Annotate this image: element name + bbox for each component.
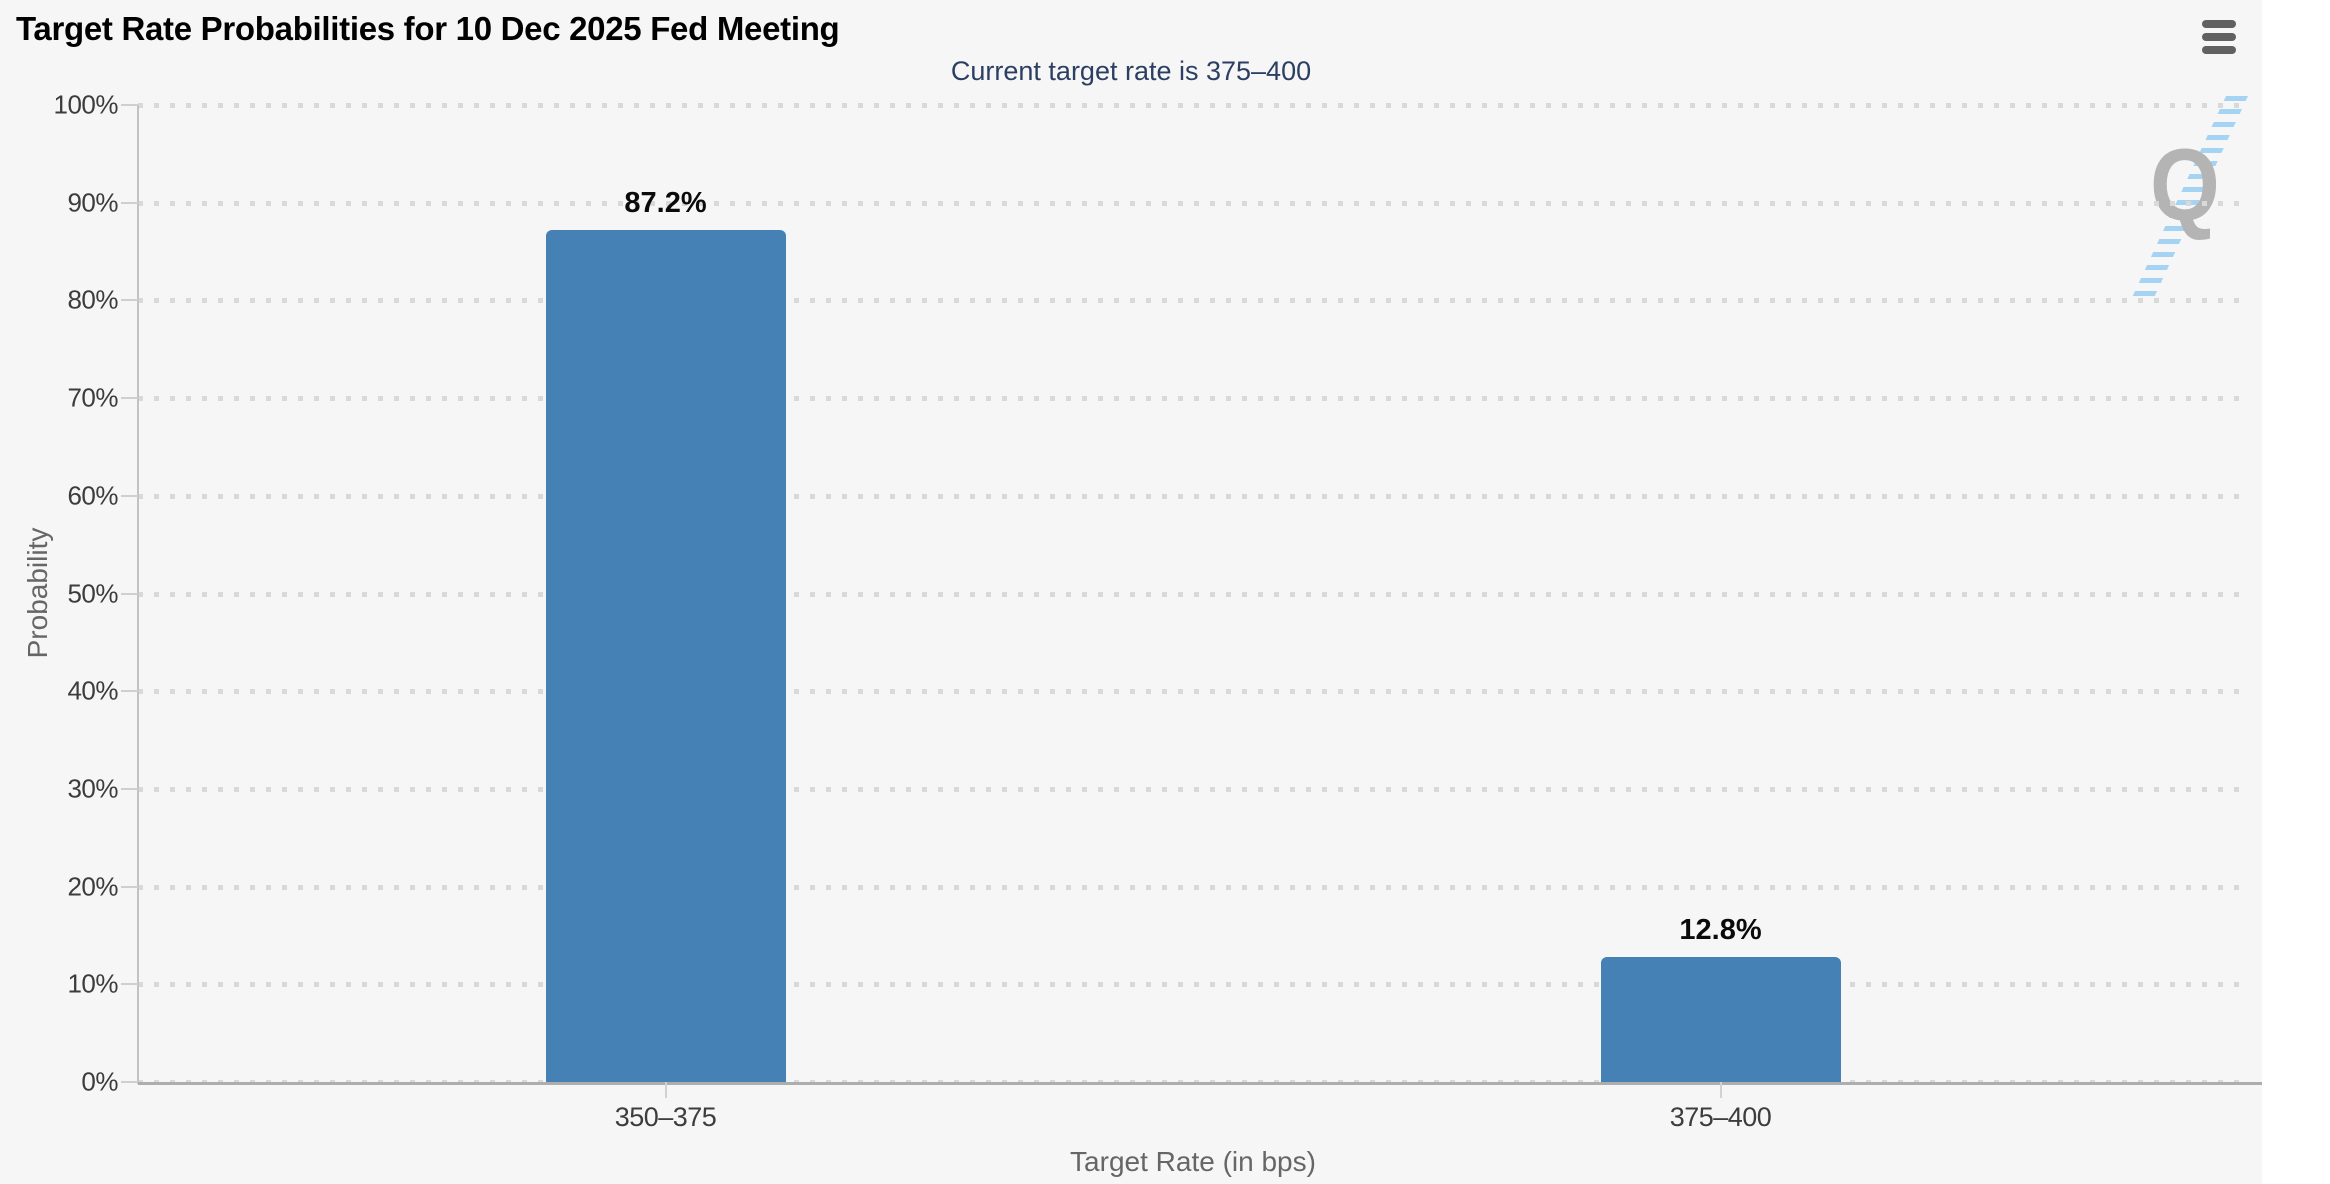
y-axis-tick-label: 80%: [67, 284, 118, 315]
bar-375-400[interactable]: [1600, 956, 1841, 1082]
category-label-band: 375–400: [1193, 1082, 2248, 1133]
y-axis-tick: [121, 1081, 138, 1083]
gridline-80: [138, 298, 2248, 304]
gridline-60: [138, 493, 2248, 499]
menu-bar: [2202, 20, 2236, 28]
y-axis-tick: [121, 690, 138, 693]
gridline-40: [138, 689, 2248, 695]
gridline-90: [138, 200, 2248, 206]
menu-bar: [2202, 33, 2236, 41]
gridline-10: [138, 982, 2248, 988]
gridline-70: [138, 396, 2248, 402]
menu-bar: [2202, 46, 2236, 54]
watermark-q-logo: Q: [2150, 128, 2220, 242]
category-label-band: 350–375: [138, 1082, 1193, 1133]
y-axis-tick: [121, 494, 138, 497]
y-axis-tick-label: 70%: [67, 382, 118, 413]
category-label-375-400: 375–400: [1669, 1102, 1772, 1132]
y-axis-tick: [121, 885, 138, 888]
bars-container: 87.2% 12.8%: [138, 105, 2248, 1082]
x-axis-title: Target Rate (in bps): [1070, 1146, 1316, 1177]
bar-value-label: 87.2%: [624, 187, 707, 220]
hamburger-menu-icon[interactable]: [2196, 14, 2242, 60]
y-axis-tick-label: 60%: [67, 480, 118, 511]
y-axis-tick: [121, 104, 138, 106]
y-axis-tick-label: 40%: [67, 675, 118, 706]
gridline-30: [138, 786, 2248, 792]
y-axis-tick-label: 20%: [67, 871, 118, 902]
y-axis-tick: [121, 299, 138, 302]
y-axis-tick: [121, 983, 138, 986]
bar-value-label: 12.8%: [1679, 913, 1762, 946]
gridline-50: [138, 591, 2248, 597]
y-axis-tick-label: 90%: [67, 187, 118, 218]
y-axis-tick: [121, 397, 138, 400]
x-axis-line: [138, 1082, 2262, 1085]
category-band-375-400: 12.8%: [1193, 105, 2248, 1082]
bar-350-375[interactable]: [545, 230, 786, 1082]
y-axis-tick: [121, 787, 138, 790]
y-axis-tick-label: 30%: [67, 773, 118, 804]
fed-meeting-probability-chart: Target Rate Probabilities for 10 Dec 202…: [16, 10, 2262, 1177]
category-label-350-375: 350–375: [614, 1102, 717, 1132]
x-axis-tick: [1719, 1082, 1722, 1098]
y-axis-tick-label: 0%: [81, 1066, 118, 1097]
gridline-20: [138, 884, 2248, 890]
x-axis-tick: [664, 1082, 667, 1098]
y-axis-tick-label: 100%: [53, 89, 119, 120]
gridline-100: [138, 103, 2248, 108]
y-axis-tick-label: 50%: [67, 578, 118, 608]
chart-subtitle: Current target rate is 375–400: [950, 56, 1312, 86]
plot-area: 87.2% 12.8%: [138, 103, 2248, 1085]
y-axis-tick-label: 10%: [67, 968, 118, 999]
category-band-350-375: 87.2%: [138, 105, 1193, 1082]
chart-title: Target Rate Probabilities for 10 Dec 202…: [16, 10, 840, 47]
y-axis-tick: [121, 592, 138, 595]
y-axis-line: [137, 105, 139, 1084]
y-axis-tick: [121, 201, 138, 204]
category-labels-row: 350–375 375–400: [138, 1082, 2248, 1133]
